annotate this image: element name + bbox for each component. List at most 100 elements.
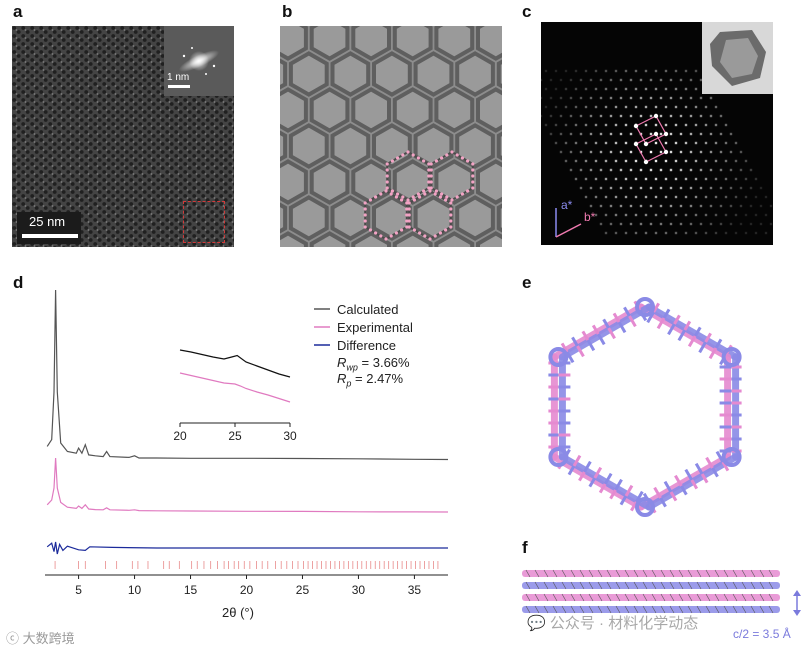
atom-dot (429, 168, 433, 172)
side-chain (708, 347, 718, 360)
diffraction-spot (739, 168, 743, 172)
diffraction-spot (609, 96, 613, 100)
side-chain (593, 466, 603, 479)
diffraction-spot (624, 195, 628, 199)
diffraction-spot (634, 177, 638, 181)
atom-dot (412, 198, 416, 202)
layer-bond (552, 569, 558, 578)
layer-bond (525, 569, 531, 578)
atom-dot (363, 213, 367, 217)
side-chain (667, 323, 676, 336)
diffraction-spot (769, 204, 773, 208)
layer-bond (543, 605, 549, 614)
atom-dot (412, 228, 416, 232)
diffraction-spot (759, 186, 763, 190)
diffraction-spot (604, 87, 608, 91)
diffraction-spot (619, 150, 623, 154)
pore (476, 87, 502, 133)
diffraction-spot (614, 195, 618, 199)
atom-dot (405, 207, 409, 211)
diffraction-spot (744, 213, 748, 217)
pore (309, 26, 350, 61)
pore (372, 51, 412, 97)
atom-dot (429, 162, 433, 166)
panel-label-e: e (522, 273, 532, 292)
pore (392, 231, 433, 247)
panel-label-f: f (522, 538, 528, 557)
pxrd-chart: 5 10 15 20 25 30 35 20 25 30 (45, 289, 449, 597)
panel-label-b: b (282, 2, 293, 21)
atom-dot (385, 162, 389, 166)
stacked-layer (522, 606, 780, 613)
diffraction-spot (594, 123, 598, 127)
diffraction-spot (649, 150, 653, 154)
pore (288, 195, 329, 241)
diffraction-spot (729, 150, 733, 154)
layer-bond (615, 593, 621, 602)
pore (280, 159, 308, 205)
layer-bond (624, 569, 630, 578)
layer-bond (624, 581, 630, 590)
diffraction-spot (599, 114, 603, 118)
layer-bond (561, 593, 567, 602)
layer-bond (597, 605, 603, 614)
diffraction-spot (709, 114, 713, 118)
diffraction-spot (714, 105, 718, 109)
side-chain (623, 306, 631, 317)
diffraction-spot (644, 105, 648, 109)
diffraction-spot (714, 195, 718, 199)
diffraction-spot (564, 69, 568, 73)
side-chain (635, 490, 644, 503)
side-chain (674, 474, 683, 487)
layer-bond (741, 605, 747, 614)
diffraction-spot (564, 159, 568, 163)
diffraction-spot (659, 168, 663, 172)
diffraction-spot (544, 123, 548, 127)
layer-bond (660, 605, 666, 614)
diffraction-spot (644, 87, 648, 91)
side-chain (704, 332, 712, 343)
diffraction-spot (541, 96, 543, 100)
diffraction-spot (664, 177, 668, 181)
atom-dot (406, 198, 410, 202)
stacked-layer (522, 570, 780, 577)
spacing-arrowhead-bottom (793, 610, 801, 616)
diffraction-spot (544, 105, 548, 109)
diffraction-spot (714, 213, 718, 217)
side-chain (693, 326, 702, 337)
side-chain (628, 315, 637, 328)
side-chain (705, 456, 714, 469)
pore (288, 123, 329, 169)
diffraction-spot (669, 222, 673, 226)
diffraction-spot (619, 114, 623, 118)
diffraction-spot (544, 69, 548, 73)
diffraction-spot (604, 177, 608, 181)
x-tick-label: 5 (75, 583, 82, 597)
layer-bond (606, 581, 612, 590)
inset-calculated-line (179, 349, 291, 378)
diffraction-spot (604, 141, 608, 145)
diffraction-spot (669, 132, 673, 136)
diffraction-spot (704, 231, 708, 235)
diffraction-spot (699, 132, 703, 136)
pore (280, 87, 308, 133)
diffraction-spot (644, 123, 648, 127)
diffraction-spot (679, 186, 683, 190)
diffraction-spot (639, 204, 643, 208)
atom-dot (416, 192, 420, 196)
diffraction-spot (714, 159, 718, 163)
layer-bond (669, 569, 675, 578)
side-chain (560, 342, 569, 353)
diffraction-spot (649, 132, 653, 136)
diffraction-spot (659, 132, 663, 136)
diffraction-spot (749, 186, 753, 190)
pore (434, 87, 475, 133)
diffraction-spot (674, 213, 678, 217)
layer-bond (768, 569, 774, 578)
pore (476, 231, 502, 247)
diffraction-spot (754, 231, 758, 235)
atom-dot (427, 186, 431, 190)
side-chain (565, 351, 575, 364)
atom-dot (433, 234, 437, 238)
interlayer-spacing-label: c/2 = 3.5 Å (733, 627, 791, 641)
